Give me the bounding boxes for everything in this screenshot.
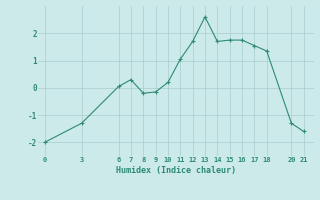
X-axis label: Humidex (Indice chaleur): Humidex (Indice chaleur) xyxy=(116,166,236,175)
